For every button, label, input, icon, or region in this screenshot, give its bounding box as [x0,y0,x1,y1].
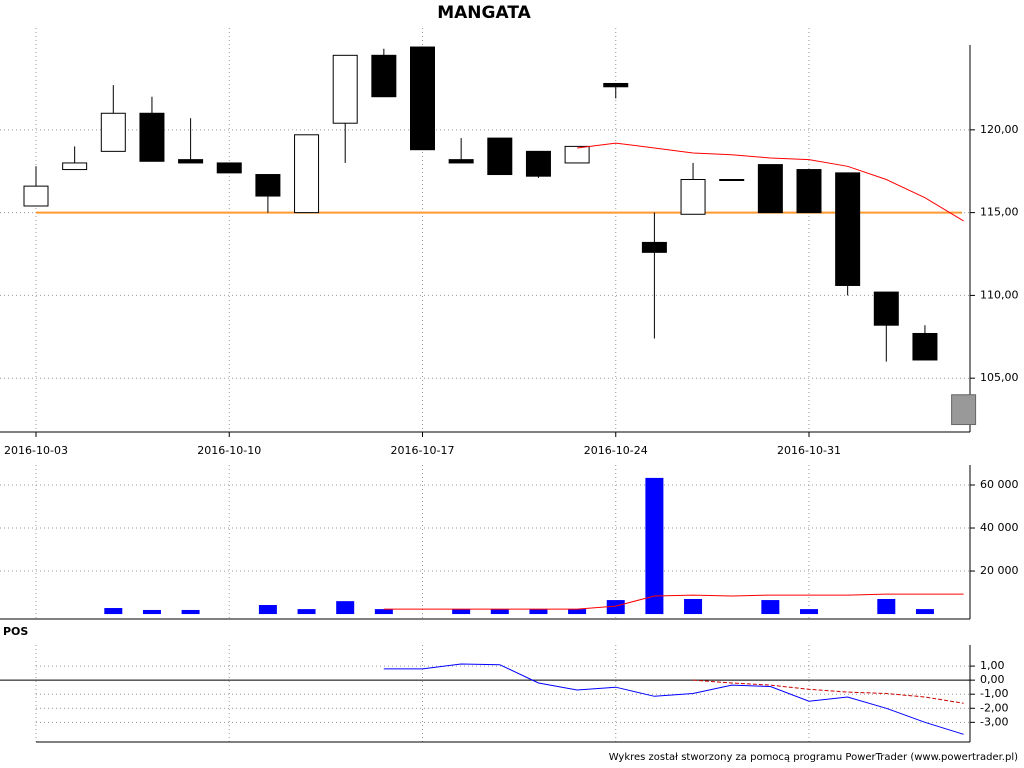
candle-body [216,162,242,174]
candle-body [564,145,590,164]
bar [800,609,818,615]
bar [297,609,316,615]
candle-body [680,179,706,215]
candle-body [641,241,667,253]
candle-body [62,162,88,171]
bar [142,609,161,615]
bar [645,477,664,615]
y-tick-label: -2,00 [980,701,1008,714]
bar [258,605,277,615]
bar [529,609,548,615]
line [692,679,964,704]
y-tick-label: 60 000 [980,478,1019,491]
bar [684,598,703,615]
x-tick-label: 2016-10-10 [197,444,261,457]
candle-body [178,159,204,164]
bar [761,600,780,615]
candle-body [100,112,126,152]
candle-body [448,159,474,164]
candle-body [719,179,745,181]
bar [104,608,123,615]
y-tick-label: 40 000 [980,521,1019,534]
bar [490,609,509,615]
candle-body [23,185,49,207]
y-tick-label: 110,00 [980,288,1019,301]
y-tick-label: 20 000 [980,564,1019,577]
y-tick-label: -1,00 [980,687,1008,700]
y-tick-label: 115,00 [980,206,1019,219]
footer: Wykres został stworzony za pomocą progra… [609,752,1018,763]
candle-body [835,172,861,286]
bar [336,601,355,615]
candle-body [873,291,899,326]
candle-body [525,150,551,177]
panel-title: POS [3,625,28,638]
bar [877,598,896,615]
y-tick-label: -3,00 [980,715,1008,728]
bar [452,609,471,615]
bar [374,609,393,615]
line [577,142,964,222]
bar [181,609,200,615]
y-tick-label: 120,00 [980,123,1019,136]
bar [606,600,625,615]
bar [915,609,934,615]
x-tick-label: 2016-10-17 [391,444,455,457]
candle-body [332,54,358,124]
y-tick-label: 105,00 [980,371,1019,384]
candle-body [951,394,977,426]
candle-body [912,332,938,361]
y-tick-label: 1,00 [980,659,1005,672]
candle-body [796,169,822,214]
line [383,663,964,735]
candle-body [294,134,320,214]
candle-body [487,137,513,176]
x-tick-label: 2016-10-24 [584,444,648,457]
candle-body [410,46,435,151]
y-tick-label: 0,00 [980,673,1005,686]
chart-title: MANGATA [437,3,531,23]
candle-body [139,112,165,162]
line [383,593,964,610]
candle-body [371,54,397,98]
candle-body [603,82,629,88]
candle-body [255,174,281,197]
candle-body [757,164,783,214]
x-tick-label: 2016-10-31 [777,444,841,457]
bar [568,609,587,615]
x-tick-label: 2016-10-03 [4,444,68,457]
